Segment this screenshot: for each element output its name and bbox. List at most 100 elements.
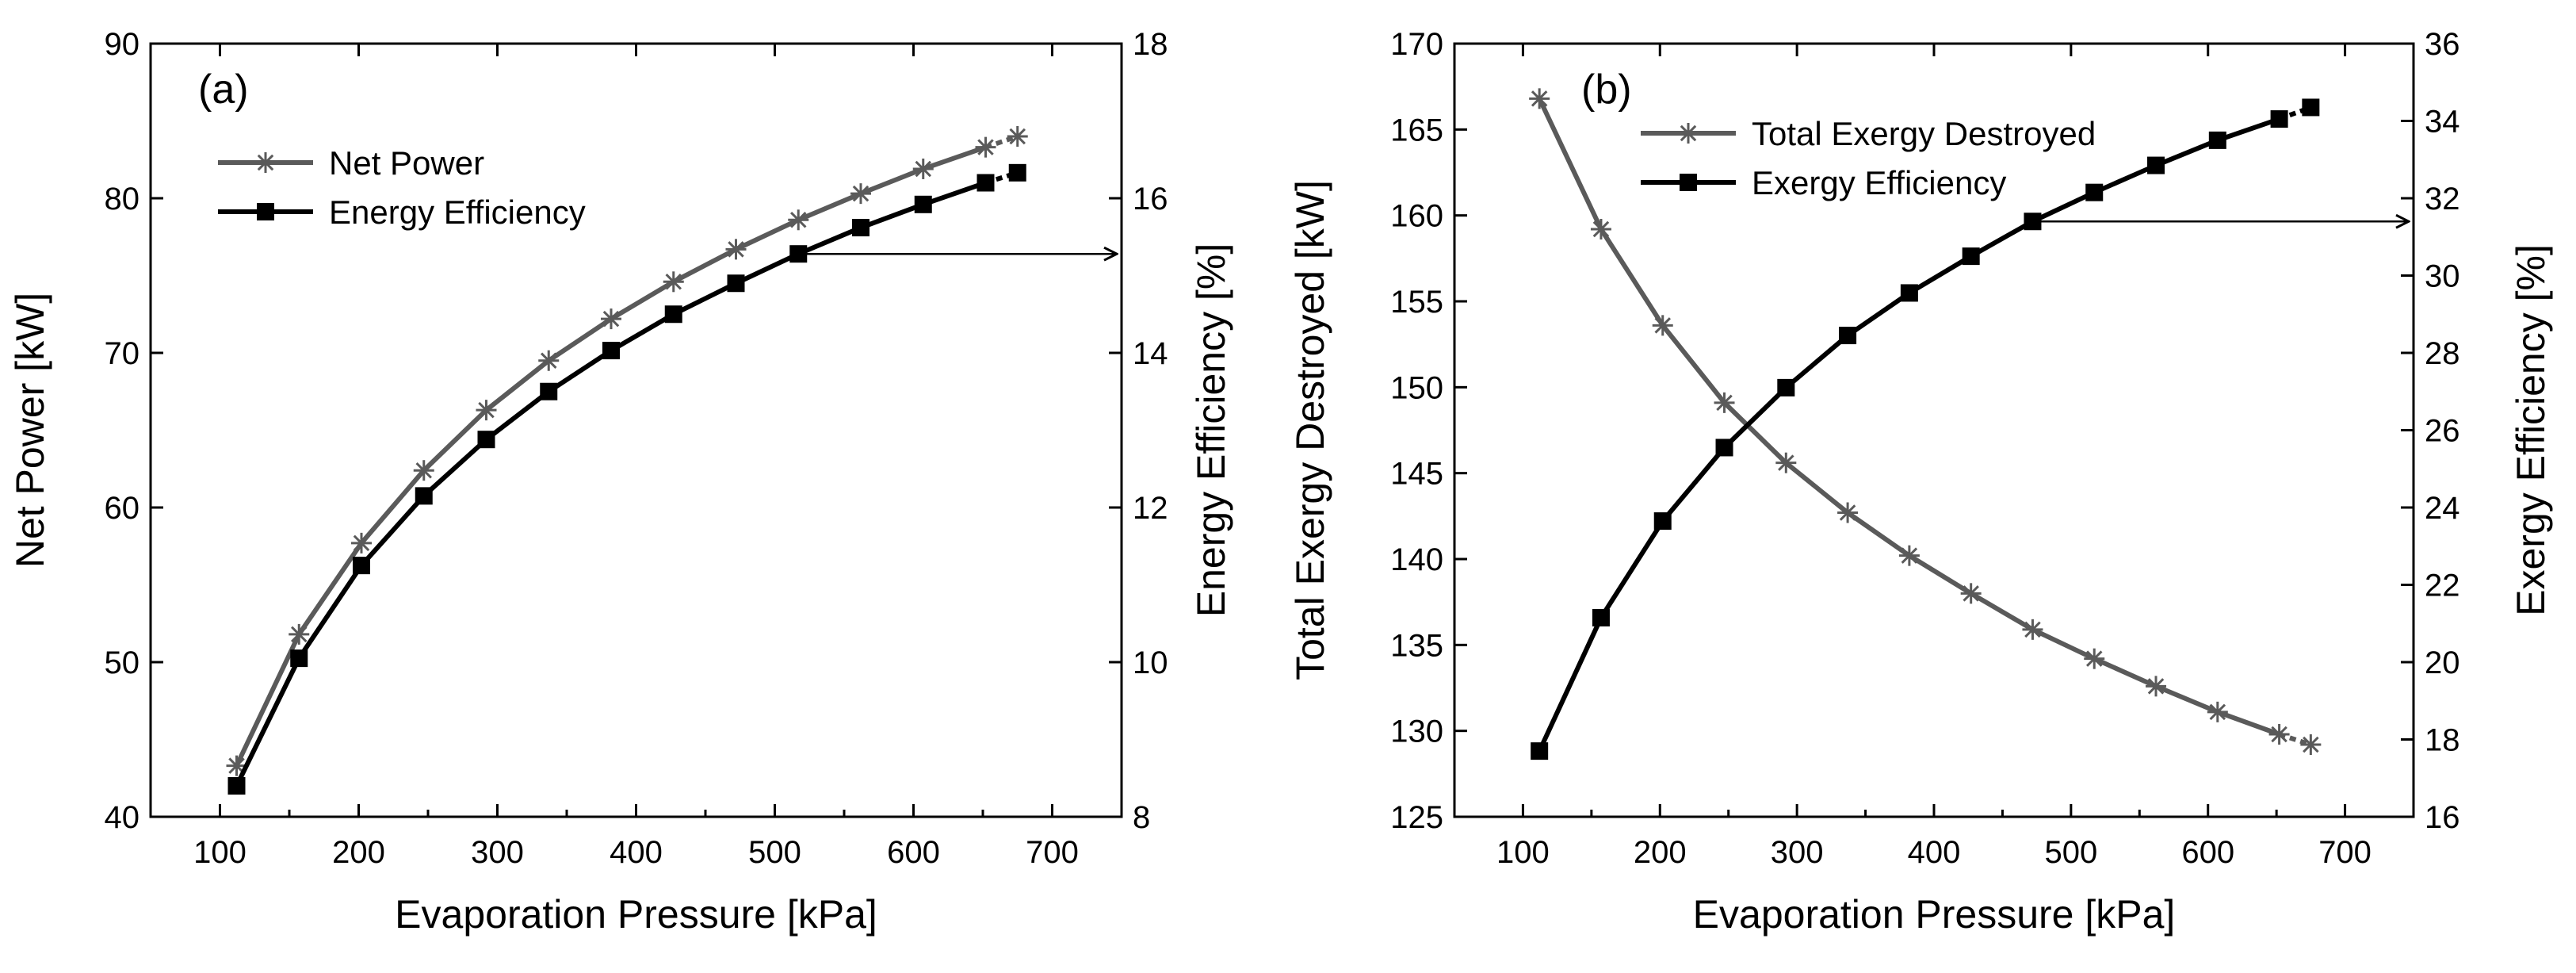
y-left-tick-label: 170 <box>1390 27 1443 62</box>
data-point-asterisk <box>1775 452 1797 473</box>
asterisk-stroke <box>1680 124 1697 142</box>
series-asterisk <box>1529 88 2322 755</box>
y-left-tick-label: 125 <box>1390 800 1443 835</box>
data-point-square <box>2302 98 2320 117</box>
asterisk-stroke <box>1009 128 1026 145</box>
data-point-asterisk <box>289 623 310 645</box>
data-point-square <box>1653 512 1672 531</box>
y-right-tick-label: 28 <box>2425 336 2460 371</box>
y-left-tick-label: 135 <box>1390 628 1443 663</box>
asterisk-stroke <box>415 462 433 479</box>
x-tick-label: 400 <box>1908 835 1961 870</box>
data-point-square <box>1777 378 1795 396</box>
asterisk-stroke <box>915 160 932 178</box>
asterisk-stroke <box>2209 703 2226 721</box>
data-point-asterisk <box>1898 545 1920 566</box>
x-tick-label: 400 <box>610 835 663 870</box>
y-left-axis-title: Total Exergy Destroyed [kW] <box>1288 180 1332 680</box>
plot-frame <box>149 42 1123 818</box>
series-line <box>1537 117 2282 754</box>
x-tick-label: 700 <box>2318 835 2372 870</box>
y-right-tick-label: 24 <box>2425 491 2460 526</box>
series-line-dashed-end <box>2278 732 2312 747</box>
data-point-asterisk <box>912 158 934 179</box>
y-right-tick-label: 32 <box>2425 182 2460 216</box>
data-point-asterisk <box>788 209 809 231</box>
asterisk-stroke <box>1592 220 1610 238</box>
y-right-tick-label: 30 <box>2425 259 2460 294</box>
plot-frame <box>1453 42 2415 818</box>
y-left-tick-label: 50 <box>105 645 140 680</box>
data-point-asterisk <box>2146 676 2167 697</box>
data-point-asterisk <box>1960 583 1982 604</box>
x-tick-label: 300 <box>471 835 524 870</box>
y-left-tick-label: 130 <box>1390 714 1443 749</box>
asterisk-stroke <box>852 185 869 202</box>
x-tick-label: 100 <box>1496 835 1550 870</box>
asterisk-stroke <box>728 241 744 258</box>
y-left-tick-label: 80 <box>105 182 140 216</box>
y-right-tick-label: 12 <box>1133 491 1168 526</box>
panel-b: 100 200 300 400 500 600 700 125 130 135 140 145 150 1… <box>1288 27 2553 937</box>
y-right-tick-label: 22 <box>2425 569 2460 603</box>
x-tick-label: 300 <box>1771 835 1824 870</box>
data-point-asterisk <box>2084 648 2105 669</box>
x-tick-label: 200 <box>332 835 385 870</box>
data-point-asterisk <box>850 183 871 205</box>
y-right-axis-title: Energy Efficiency [%] <box>1189 243 1233 618</box>
y-left-tick-label: 145 <box>1390 457 1443 492</box>
series-line <box>234 180 988 788</box>
asterisk-stroke <box>665 274 682 290</box>
asterisk-stroke <box>1654 317 1671 334</box>
asterisk-stroke <box>1839 504 1856 521</box>
data-point-asterisk <box>2207 701 2228 722</box>
data-point-square <box>1531 742 1549 760</box>
data-point-square <box>257 203 274 220</box>
data-point-square <box>1962 247 1980 266</box>
y-right-tick-label: 36 <box>2425 27 2460 62</box>
data-point-asterisk <box>1529 88 1550 109</box>
series-line <box>234 144 988 768</box>
series-square <box>1531 98 2320 760</box>
data-point-square <box>2208 131 2226 149</box>
x-tick-label: 500 <box>2044 835 2097 870</box>
x-tick-label: 600 <box>887 835 940 870</box>
asterisk-stroke <box>2024 621 2041 638</box>
asterisk-stroke <box>353 534 370 552</box>
series-line-dashed-end <box>984 134 1019 150</box>
asterisk-stroke <box>1531 90 1548 107</box>
y-left-tick-label: 165 <box>1390 113 1443 147</box>
data-point-square <box>2085 183 2104 201</box>
data-point-asterisk <box>1837 502 1859 523</box>
x-axis-title: Evaporation Pressure [kPa] <box>395 892 877 937</box>
data-point-square <box>727 274 745 293</box>
x-tick-label: 500 <box>748 835 801 870</box>
y-right-tick-label: 34 <box>2425 105 2460 140</box>
data-point-asterisk <box>2300 734 2322 755</box>
data-point-square <box>914 195 932 213</box>
data-point-square <box>353 557 370 575</box>
legend-label: Energy Efficiency <box>329 193 586 231</box>
y-left-tick-label: 155 <box>1390 285 1443 320</box>
data-point-square <box>1900 284 1918 302</box>
data-point-asterisk <box>413 460 434 481</box>
data-point-square <box>2147 156 2165 174</box>
data-point-asterisk <box>2268 724 2290 745</box>
data-point-square <box>977 174 995 192</box>
asterisk-stroke <box>540 352 557 370</box>
data-point-asterisk <box>538 350 560 371</box>
x-axis-title: Evaporation Pressure [kPa] <box>1693 892 2176 937</box>
data-point-square <box>1839 327 1857 345</box>
y-right-tick-label: 16 <box>1133 182 1168 216</box>
y-left-axis-title: Net Power [kW] <box>8 293 52 568</box>
data-point-asterisk <box>1678 123 1699 144</box>
series-square <box>227 163 1026 795</box>
asterisk-stroke <box>602 310 620 328</box>
asterisk-stroke <box>2303 736 2319 753</box>
y-right-tick-label: 10 <box>1133 645 1168 680</box>
asterisk-stroke <box>2147 678 2165 695</box>
asterisk-stroke <box>789 212 807 228</box>
legend-label: Total Exergy Destroyed <box>1752 115 2096 152</box>
data-point-asterisk <box>476 400 497 421</box>
